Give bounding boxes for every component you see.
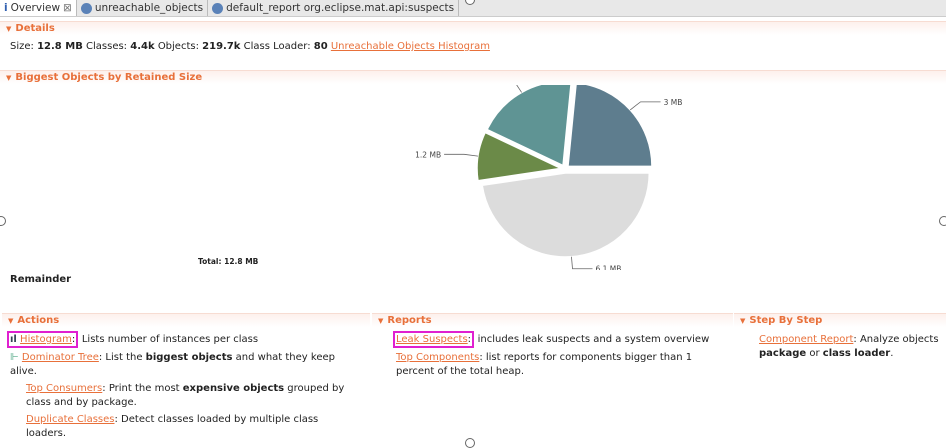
close-icon[interactable]: ⊠ [63,2,72,14]
slice-label: 6.1 MB [596,265,622,270]
collapse-icon: ▼ [6,73,12,82]
editor-tabs: i Overview ⊠ unreachable_objects default_r… [0,0,946,17]
database-icon [212,2,224,14]
collapse-icon: ▼ [6,24,12,33]
slice-label: 3 MB [664,98,683,107]
leak-suspects-link[interactable]: Leak Suspects [396,334,468,345]
dominator-tree-link[interactable]: Dominator Tree [21,352,99,363]
tab-overview[interactable]: i Overview ⊠ [0,0,77,16]
leader-line [629,101,661,111]
top-consumers-link[interactable]: Top Consumers [26,383,103,394]
report-leak-suspects: Leak Suspects:: includes leak suspects a… [392,331,710,348]
dominator-tree-icon: ⊩ [10,352,19,363]
pie-slice[interactable] [476,131,564,182]
slice-label: 1.2 MB [415,150,441,159]
leader-line [516,85,522,93]
pie-slice[interactable] [567,85,653,168]
leader-line [444,153,479,157]
component-report-link[interactable]: Component Report [759,334,854,345]
action-duplicate-classes: Duplicate Classes: Detect classes loaded… [26,414,319,439]
pie-slice[interactable] [481,172,651,258]
unreachable-objects-histogram-link[interactable]: Unreachable Objects Histogram [330,41,490,52]
remainder-label: Remainder [10,274,72,285]
duplicate-classes-link[interactable]: Duplicate Classes [26,414,115,425]
details-summary: Size: 12.8 MB Classes: 4.4k Objects: 219… [10,41,490,52]
tab-default-report[interactable]: default_report org.eclipse.mat.api:suspe… [208,0,460,16]
resize-handle[interactable] [0,216,6,226]
leader-line [571,256,593,270]
pie-chart: 3 MB 2.5 MB 1.2 MB 6.1 MB [415,85,683,270]
report-top-components: Top Components: list reports for compone… [396,352,693,377]
biggest-objects-section-header[interactable]: ▼ Biggest Objects by Retained Size [0,70,946,84]
resize-handle[interactable] [465,438,475,448]
step-component-report: Component Report: Analyze objects package… [759,334,939,359]
info-icon: i [4,2,8,14]
action-top-consumers: Top Consumers: Print the most expensive … [26,383,345,408]
chart-total: Total: 12.8 MB [198,257,259,266]
histogram-icon: ıl [10,334,17,345]
step-by-step-section-header[interactable]: ▼ Step By Step [734,313,946,327]
database-icon [80,2,92,14]
resize-handle[interactable] [939,216,946,226]
action-dominator-tree: ⊩ Dominator Tree: List the biggest objec… [10,352,335,377]
top-components-link[interactable]: Top Components [396,352,480,363]
reports-section-header[interactable]: ▼ Reports [372,313,733,327]
actions-section-header[interactable]: ▼ Actions [2,313,370,327]
slice-label: 2.5 MB [466,85,492,87]
details-section-header[interactable]: ▼ Details [0,21,946,35]
histogram-link[interactable]: Histogram [20,334,72,345]
action-histogram: ıl Histogram:: Lists number of instances… [6,331,259,348]
tab-unreachable-objects[interactable]: unreachable_objects [77,0,209,16]
